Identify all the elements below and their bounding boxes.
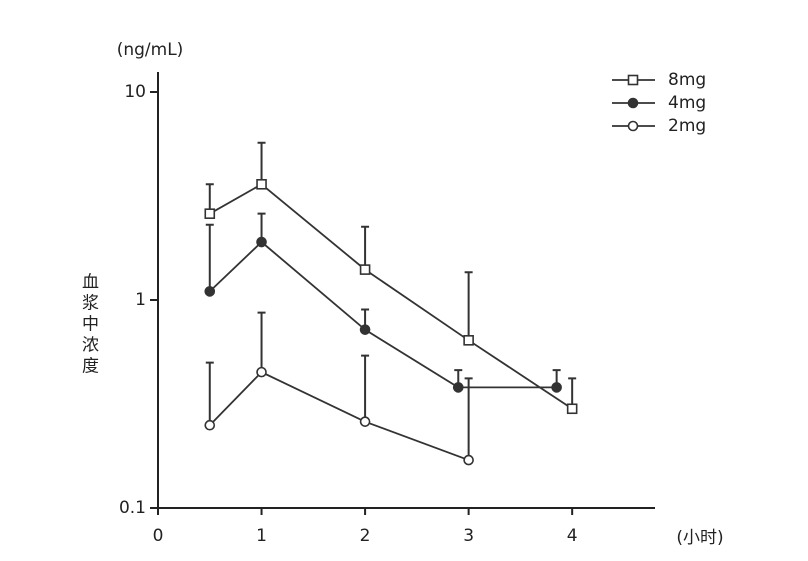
error-bar	[257, 141, 266, 185]
legend-label: 8mg	[668, 70, 706, 90]
data-point	[359, 264, 371, 275]
x-tick-label: 4	[567, 526, 578, 546]
error-bar	[464, 377, 473, 461]
error-bar	[361, 354, 370, 422]
legend-label: 2mg	[668, 116, 706, 136]
data-point	[204, 286, 216, 297]
legend-marker	[627, 74, 639, 86]
data-point	[204, 208, 216, 219]
data-point	[204, 419, 216, 431]
error-bar	[257, 311, 266, 373]
data-point	[452, 382, 464, 393]
series-line	[209, 371, 469, 461]
data-point	[256, 236, 267, 248]
data-point	[256, 366, 267, 378]
y-unit-label: (ng/mL)	[117, 40, 184, 60]
y-tick-label: 0.1	[119, 498, 146, 518]
error-bar	[205, 223, 214, 292]
error-bar	[464, 271, 473, 341]
legend-marker	[627, 97, 639, 109]
legend-marker	[627, 120, 639, 132]
data-point	[551, 382, 562, 393]
data-point	[359, 416, 371, 427]
error-bar	[205, 361, 214, 426]
data-point	[463, 454, 474, 466]
x-tick-label: 1	[256, 526, 267, 546]
error-bar	[361, 225, 370, 270]
data-point	[359, 324, 371, 335]
y-axis-title: 血浆中浓度	[78, 272, 99, 377]
x-tick-label: 2	[360, 526, 371, 546]
data-point	[256, 178, 267, 190]
x-tick-label: 3	[463, 526, 474, 546]
y-tick-label: 10	[124, 82, 146, 102]
x-tick-label: 0	[153, 526, 164, 546]
legend-label: 4mg	[668, 93, 706, 113]
data-point	[566, 403, 578, 415]
y-tick-label: 1	[135, 290, 146, 310]
data-point	[463, 335, 474, 346]
x-unit-label: (小时)	[676, 528, 723, 548]
